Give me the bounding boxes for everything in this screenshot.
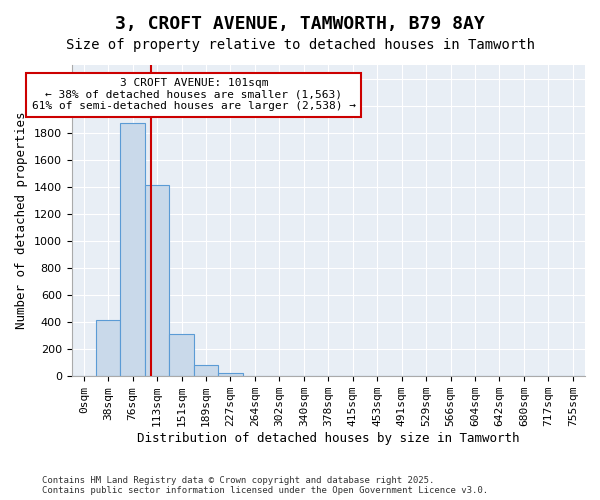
Text: 3, CROFT AVENUE, TAMWORTH, B79 8AY: 3, CROFT AVENUE, TAMWORTH, B79 8AY	[115, 15, 485, 33]
Text: Size of property relative to detached houses in Tamworth: Size of property relative to detached ho…	[65, 38, 535, 52]
X-axis label: Distribution of detached houses by size in Tamworth: Distribution of detached houses by size …	[137, 432, 520, 445]
Bar	[96, 320, 121, 376]
Bar	[145, 186, 169, 376]
Bar	[194, 366, 218, 376]
Bar	[218, 373, 242, 376]
Bar	[169, 334, 194, 376]
Text: Contains HM Land Registry data © Crown copyright and database right 2025.
Contai: Contains HM Land Registry data © Crown c…	[42, 476, 488, 495]
Bar	[121, 123, 145, 376]
Text: 3 CROFT AVENUE: 101sqm
← 38% of detached houses are smaller (1,563)
61% of semi-: 3 CROFT AVENUE: 101sqm ← 38% of detached…	[32, 78, 356, 112]
Y-axis label: Number of detached properties: Number of detached properties	[15, 112, 28, 330]
